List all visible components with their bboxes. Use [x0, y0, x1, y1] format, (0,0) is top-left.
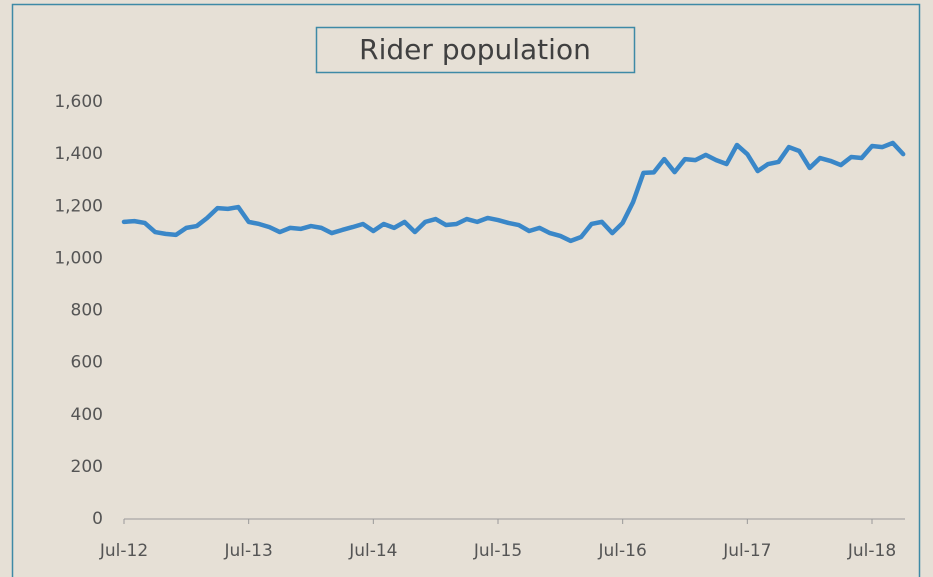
y-tick-label: 200: [71, 457, 103, 477]
y-tick-label: 400: [71, 405, 103, 425]
chart-frame: [11, 3, 921, 577]
x-tick-label: Jul-14: [348, 541, 397, 561]
y-tick-label: 800: [71, 301, 103, 321]
x-tick-label: Jul-12: [99, 541, 148, 561]
y-tick-label: 1,600: [54, 92, 103, 112]
title-box: [315, 26, 636, 74]
x-tick-label: Jul-16: [598, 541, 647, 561]
x-tick-label: Jul-18: [847, 541, 896, 561]
y-tick-label: 1,000: [54, 248, 103, 268]
data-line: [121, 140, 906, 244]
y-tick-label: 1,200: [54, 196, 103, 216]
x-tick-label: Jul-13: [224, 541, 273, 561]
x-tick-label: Jul-15: [473, 541, 522, 561]
y-tick-label: 0: [92, 509, 103, 529]
y-tick-label: 1,400: [54, 144, 103, 164]
x-tick-label: Jul-17: [722, 541, 771, 561]
y-tick-label: 600: [71, 353, 103, 373]
chart-title: Rider population: [359, 33, 591, 66]
